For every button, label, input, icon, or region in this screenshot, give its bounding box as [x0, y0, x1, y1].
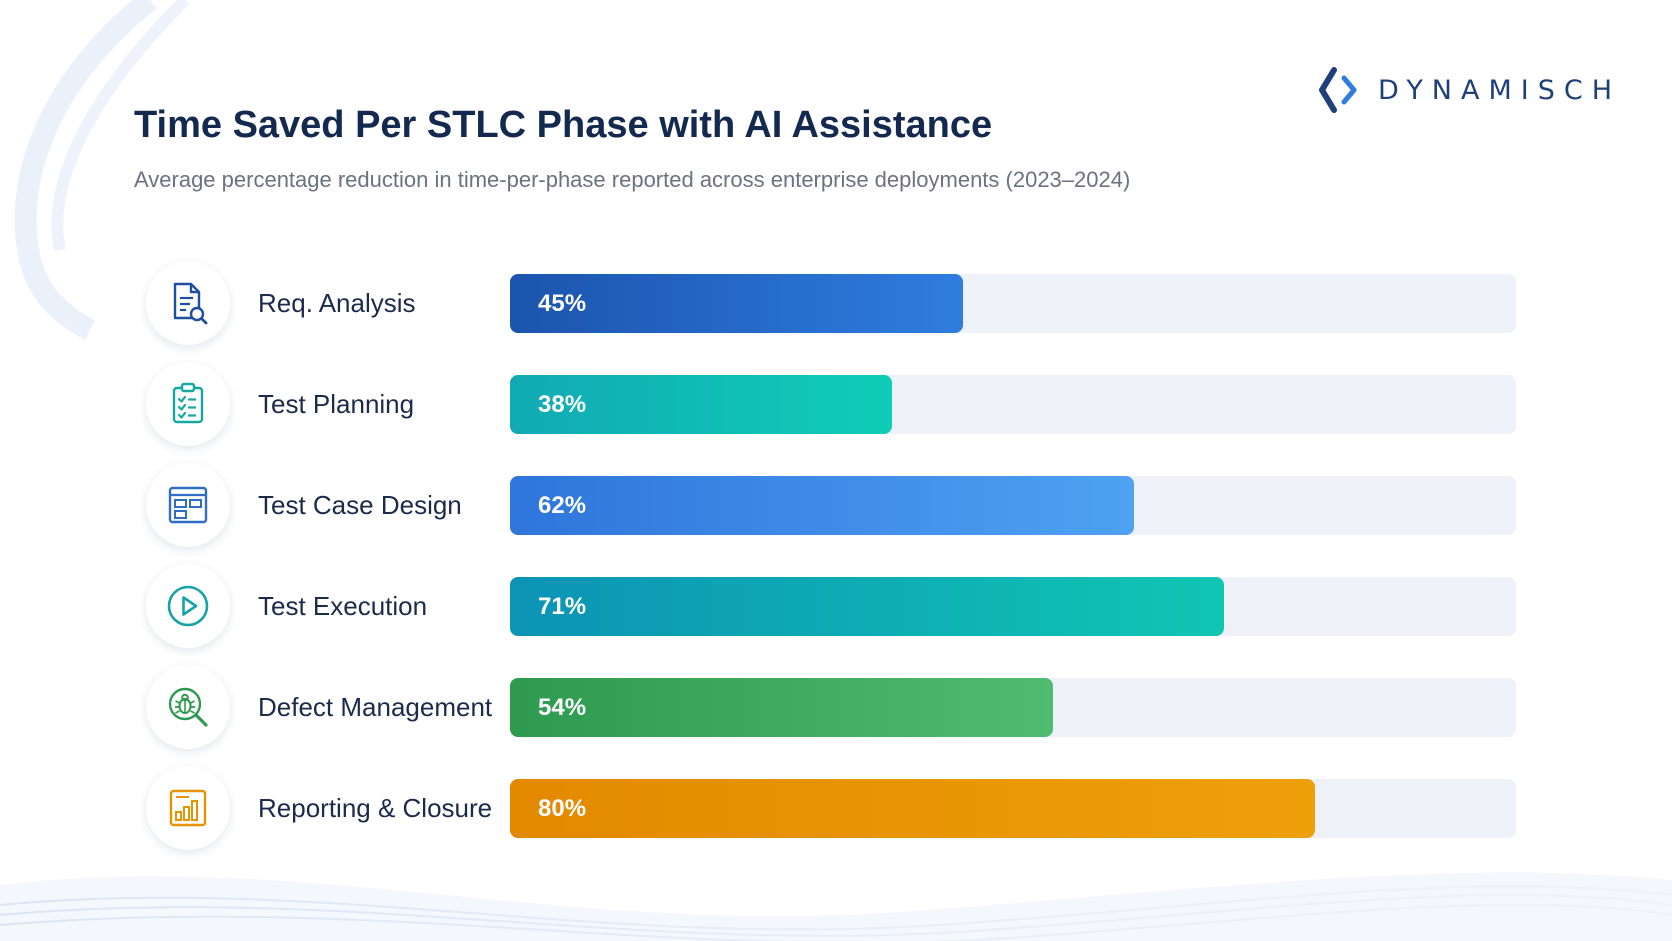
bar: 38% — [510, 375, 892, 434]
bar-chart-report-icon — [146, 766, 230, 850]
bar-value-label: 62% — [538, 492, 587, 519]
bar-track: 62% — [510, 476, 1516, 535]
chart-title: Time Saved Per STLC Phase with AI Assist… — [134, 104, 993, 146]
chart-row: Req. Analysis 45% — [0, 253, 1672, 353]
chart-row: Defect Management 54% — [0, 657, 1672, 757]
brand-name: DYNAMISCH — [1378, 74, 1622, 106]
bar-value-label: 45% — [538, 290, 587, 317]
bar: 80% — [510, 779, 1315, 838]
layout-grid-icon — [146, 463, 230, 547]
bar-value-label: 71% — [538, 593, 587, 620]
clipboard-checklist-icon — [146, 362, 230, 446]
chart-row: Test Execution 71% — [0, 556, 1672, 656]
bar: 45% — [510, 274, 963, 333]
bar-value-label: 38% — [538, 391, 587, 418]
bar: 62% — [510, 476, 1134, 535]
bar-value-label: 54% — [538, 694, 587, 721]
play-circle-icon — [146, 564, 230, 648]
bar-track: 80% — [510, 779, 1516, 838]
chart-row: Reporting & Closure 80% — [0, 758, 1672, 858]
bar-track: 45% — [510, 274, 1516, 333]
chart-row: Test Case Design 62% — [0, 455, 1672, 555]
category-label: Reporting & Closure — [258, 793, 493, 823]
category-label: Test Execution — [258, 591, 428, 621]
chart-row: Test Planning 38% — [0, 354, 1672, 454]
category-label: Req. Analysis — [258, 288, 416, 318]
chart-subtitle: Average percentage reduction in time-per… — [134, 167, 1131, 192]
bar: 71% — [510, 577, 1224, 636]
brand-mark-icon — [1319, 67, 1357, 113]
bar-value-label: 80% — [538, 795, 587, 822]
brand-logo: DYNAMISCH — [1316, 66, 1621, 114]
category-label: Defect Management — [258, 692, 493, 722]
document-search-icon — [146, 261, 230, 345]
category-label: Test Case Design — [258, 490, 462, 520]
bar-track: 38% — [510, 375, 1516, 434]
bar-track: 71% — [510, 577, 1516, 636]
bug-search-icon — [146, 665, 230, 749]
bar: 54% — [510, 678, 1053, 737]
bar-track: 54% — [510, 678, 1516, 737]
category-label: Test Planning — [258, 389, 415, 419]
